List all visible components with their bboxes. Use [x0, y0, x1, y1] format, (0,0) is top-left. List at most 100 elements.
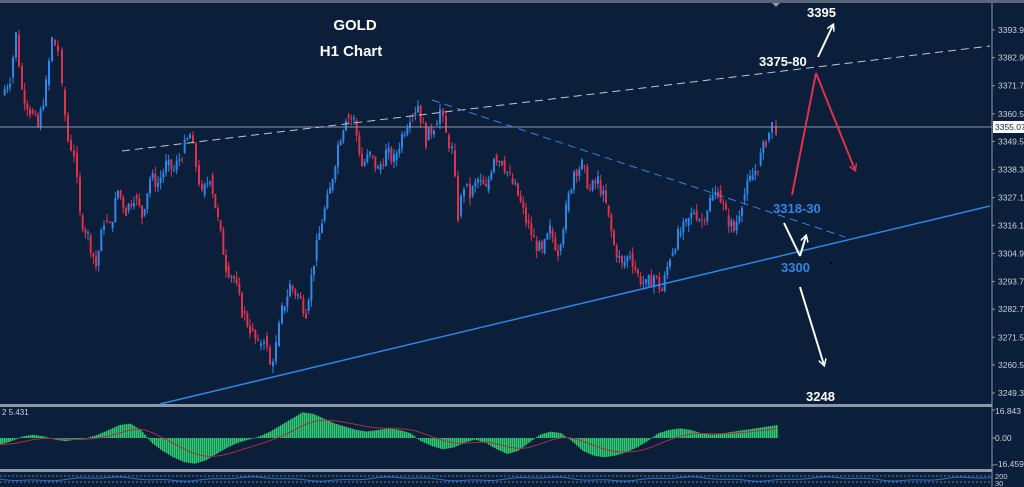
- histogram-bar: [406, 432, 408, 438]
- histogram-bar: [616, 438, 618, 456]
- histogram-bar: [78, 438, 80, 440]
- candle-body: [154, 173, 157, 187]
- candle-body: [695, 210, 698, 220]
- candle-body: [329, 187, 331, 194]
- candle-body: [749, 175, 751, 181]
- candle-body: [493, 159, 495, 173]
- histogram-bar: [604, 438, 606, 458]
- histogram-bar: [210, 438, 212, 458]
- candle-body: [138, 198, 141, 206]
- candle-body: [175, 160, 178, 171]
- histogram-bar: [6, 438, 8, 443]
- descending-resistance-line[interactable]: [431, 99, 846, 238]
- histogram-bar: [750, 429, 752, 438]
- histogram-bar: [2, 438, 4, 444]
- candle-body: [735, 221, 738, 231]
- main-panel-separator[interactable]: [0, 404, 992, 407]
- price-axis: 3393.90 3382.90 3371.70 3360.50 3349.50 3338.…: [992, 25, 1024, 398]
- candle-body: [425, 122, 427, 148]
- candle-body: [379, 164, 382, 171]
- histogram-bar: [238, 438, 240, 443]
- candle-body: [501, 161, 503, 166]
- candle-body: [214, 194, 217, 209]
- histogram-bar: [366, 431, 368, 438]
- shift-marker-icon[interactable]: [772, 3, 780, 7]
- candle-body: [533, 235, 535, 238]
- candle-body: [206, 183, 209, 185]
- histogram-bar: [378, 429, 380, 438]
- histogram-bar: [296, 415, 298, 438]
- candle-body: [669, 259, 671, 267]
- histogram-bar: [446, 438, 448, 449]
- forecast-arrow-icon: [799, 236, 806, 257]
- histogram-bar: [458, 438, 460, 446]
- histogram-bar: [420, 438, 422, 441]
- histogram-bar: [380, 429, 382, 438]
- candle-body: [217, 208, 219, 217]
- histogram-bar: [226, 438, 228, 448]
- price-tick-label: 3338.30: [998, 165, 1024, 175]
- resistance-3375-80-label: 3375-80: [759, 54, 807, 69]
- histogram-bar: [584, 438, 586, 452]
- upper-resistance-line[interactable]: [121, 45, 991, 152]
- histogram-bar: [98, 434, 100, 438]
- histogram-bar: [388, 428, 390, 438]
- histogram-bar: [280, 425, 282, 438]
- candle-body: [517, 183, 519, 196]
- histogram-bar: [372, 430, 374, 438]
- histogram-bar: [758, 427, 760, 438]
- histogram-bar: [246, 438, 248, 441]
- forecast-arrow-icon: [783, 222, 801, 257]
- histogram-bar: [760, 427, 762, 438]
- histogram-bar: [766, 426, 768, 438]
- histogram-bar: [570, 438, 572, 441]
- histogram-bar: [158, 438, 160, 449]
- candle-body: [149, 178, 151, 194]
- candle-body: [583, 165, 586, 167]
- candle-body: [439, 109, 441, 124]
- histogram-bar: [402, 430, 404, 438]
- candle-body: [254, 329, 257, 339]
- histogram-bar: [438, 438, 440, 449]
- histogram-bar: [600, 438, 602, 457]
- oscillator-panel-separator[interactable]: [0, 469, 992, 472]
- candle-body: [12, 57, 14, 78]
- histogram-bar: [506, 438, 508, 454]
- histogram-bar: [306, 412, 308, 438]
- support-3300-label: 3300: [781, 260, 810, 275]
- candle-body: [650, 275, 653, 287]
- histogram-bar: [36, 435, 38, 438]
- candle-body: [474, 182, 477, 187]
- histogram-bar: [112, 428, 114, 438]
- histogram-bar: [360, 430, 362, 438]
- histogram-bar: [24, 436, 26, 438]
- lower-indicator-line: [0, 476, 993, 482]
- rising-support-line[interactable]: [159, 205, 991, 405]
- candle-body: [506, 171, 509, 173]
- candle-body: [81, 215, 84, 230]
- histogram-bar: [644, 438, 646, 443]
- candle-body: [557, 250, 559, 257]
- candle-body: [448, 135, 450, 149]
- histogram-bar: [676, 428, 678, 438]
- candle-body: [321, 223, 323, 233]
- candle-body: [73, 150, 75, 157]
- candle-body: [522, 201, 525, 208]
- candle-body: [355, 120, 358, 136]
- candle-body: [768, 132, 770, 141]
- candle-body: [109, 221, 111, 224]
- candle-body: [18, 34, 20, 67]
- histogram-bar: [368, 431, 370, 438]
- histogram-bar: [578, 438, 580, 448]
- candle-body: [89, 235, 92, 254]
- histogram-bar: [292, 418, 294, 438]
- candle-body: [122, 197, 125, 208]
- histogram-bar: [190, 438, 192, 464]
- candle-body: [725, 203, 727, 210]
- osc-tick-bot: -16.459: [995, 459, 1024, 469]
- histogram-bar: [482, 438, 484, 442]
- histogram-bar: [436, 438, 438, 448]
- candle-body: [23, 89, 26, 104]
- histogram-bar: [154, 438, 156, 446]
- candle-body: [117, 190, 119, 198]
